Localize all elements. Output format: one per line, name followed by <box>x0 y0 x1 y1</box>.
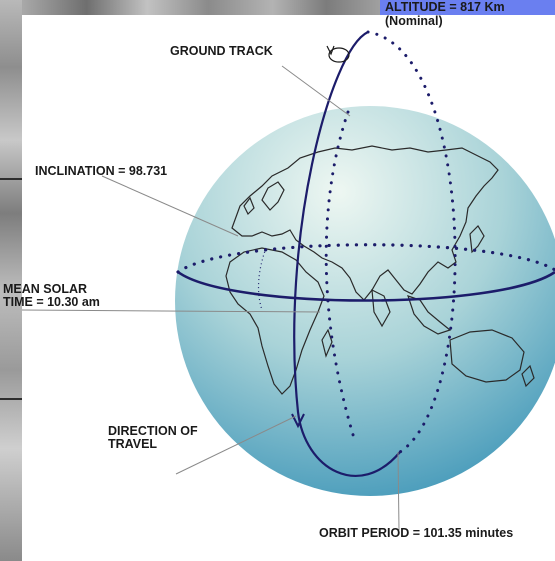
stone-border-top <box>22 0 380 15</box>
leader-ground-track <box>281 65 351 117</box>
altitude-label: ALTITUDE = 817 Km <box>385 0 505 14</box>
south-asia-outline <box>371 288 391 328</box>
direction-travel-label: TRAVEL <box>108 437 158 451</box>
ground-track-dotted <box>366 30 457 454</box>
border-seam <box>0 178 22 180</box>
accent-bar <box>380 0 555 17</box>
leader-orbit-period <box>397 451 400 531</box>
polar-orbit <box>293 31 401 477</box>
leader-direction <box>175 415 297 475</box>
scandinavia-outline <box>261 181 285 211</box>
eurasia-outline <box>231 145 499 301</box>
orbit-period-label: ORBIT PERIOD = 101.35 minutes <box>319 526 514 540</box>
altitude-note: (Nominal) <box>385 14 443 28</box>
equator-orbit-back <box>176 243 555 274</box>
new-zealand-outline <box>521 364 535 388</box>
equator-orbit-front <box>177 270 555 302</box>
leader-mean-solar <box>21 309 321 313</box>
japan-outline <box>469 225 485 254</box>
leader-inclination <box>101 175 239 237</box>
border-seam <box>0 398 22 400</box>
ground-track-label: GROUND TRACK <box>170 44 273 58</box>
mean-solar-time-label: TIME = 10.30 am <box>3 295 100 309</box>
australia-outline <box>449 329 525 383</box>
britain-outline <box>243 196 255 216</box>
ground-track-far <box>324 110 356 440</box>
inclination-label: INCLINATION = 98.731 <box>35 164 168 178</box>
leader-lines <box>21 65 400 531</box>
direction-label: DIRECTION OF <box>108 424 198 438</box>
mean-solar-label: MEAN SOLAR <box>3 282 88 296</box>
rotation-arrow-icon <box>326 45 350 63</box>
madagascar-outline <box>321 328 333 358</box>
direction-arrow-icon <box>291 413 305 429</box>
southeast-asia-outline <box>407 295 452 335</box>
stone-border-left <box>0 0 22 561</box>
